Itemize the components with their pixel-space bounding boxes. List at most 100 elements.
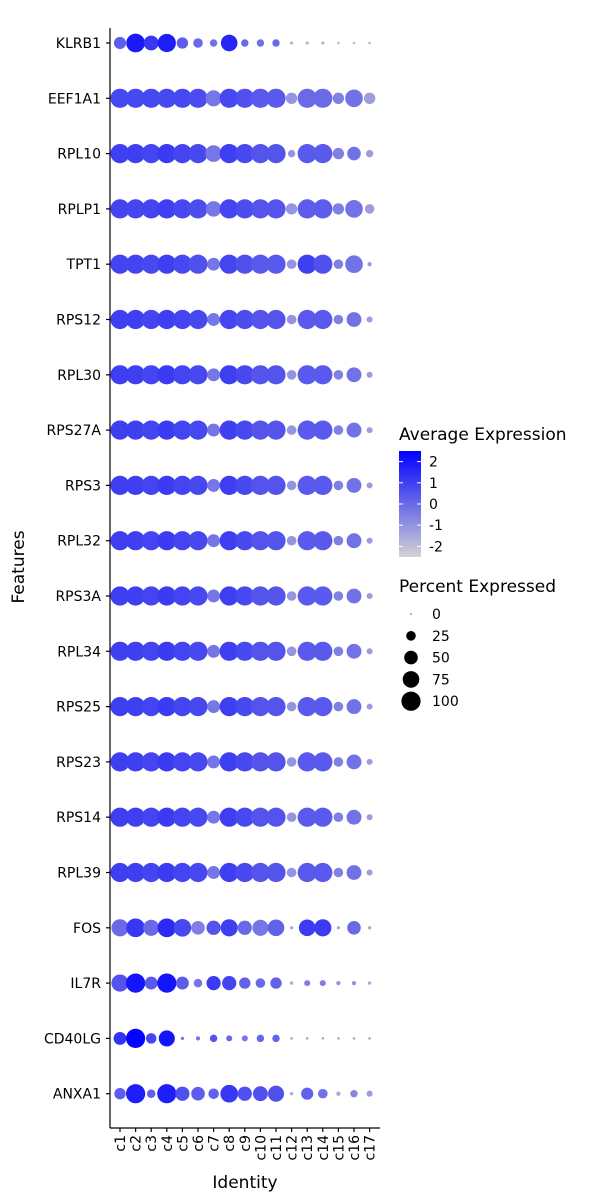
dot-RPS27A-c7 [207, 423, 221, 437]
x-tick-label-c15: c15 [331, 1135, 347, 1161]
size-legend: Percent Expressed 0 25 50 75 100 [399, 577, 556, 711]
dot-RPL30-c13 [297, 365, 317, 385]
x-tick-label-c13: c13 [300, 1135, 316, 1161]
dot-KLRB1-c13 [305, 41, 309, 45]
y-tick-label-TPT1: TPT1 [66, 257, 101, 273]
dot-RPS14-c15 [333, 812, 344, 822]
size-key-label: 25 [432, 629, 450, 645]
dot-RPS3A-c11 [266, 586, 286, 606]
dot-RPL10-c14 [313, 144, 333, 164]
dot-RPL30-c11 [266, 365, 286, 385]
dot-RPS14-c1 [110, 807, 130, 827]
dot-RPL30-c6 [188, 365, 208, 385]
size-key-dot [401, 691, 421, 711]
x-tick-label-c16: c16 [347, 1135, 363, 1161]
dot-RPL32-c7 [207, 534, 221, 548]
y-axis-title: Features [9, 530, 29, 603]
dot-RPLP1-c1 [110, 199, 130, 219]
dot-ANXA1-c15 [336, 1091, 341, 1096]
dot-CD40LG-c8 [226, 1035, 233, 1042]
dot-TPT1-c3 [141, 254, 161, 274]
dot-FOS-c16 [347, 921, 361, 935]
dot-EEF1A1-c17 [363, 92, 376, 104]
dot-RPS25-c2 [126, 697, 146, 717]
dot-RPL30-c3 [141, 365, 161, 385]
dot-RPL30-c5 [172, 365, 192, 385]
dot-CD40LG-c17 [368, 1037, 371, 1040]
dot-RPL34-c2 [126, 641, 146, 661]
dot-CD40LG-c11 [272, 1034, 280, 1043]
y-tick-label-RPLP1: RPLP1 [58, 202, 101, 218]
color-bar [399, 451, 421, 557]
dot-RPS27A-c17 [366, 427, 373, 434]
dot-RPL10-c8 [219, 144, 239, 164]
dot-TPT1-c2 [126, 254, 146, 274]
dot-RPL30-c12 [286, 370, 297, 380]
dot-RPS27A-c10 [250, 420, 270, 440]
dot-EEF1A1-c13 [297, 88, 317, 108]
dot-RPL39-c9 [235, 862, 255, 883]
dot-RPL10-c10 [250, 144, 270, 164]
dot-RPL39-c7 [207, 866, 221, 879]
dot-RPS3-c14 [313, 475, 333, 495]
dot-RPS23-c2 [126, 752, 146, 772]
dot-RPS27A-c12 [286, 425, 297, 435]
x-tick-label-c11: c11 [269, 1135, 285, 1161]
dot-RPS27A-c11 [266, 420, 286, 440]
dot-RPS12-c8 [219, 309, 239, 330]
dot-KLRB1-c17 [368, 41, 371, 45]
dot-RPLP1-c12 [285, 203, 298, 215]
dot-RPS3-c5 [172, 475, 192, 495]
color-legend-ticks: 2 1 0 -1 -2 [399, 455, 443, 555]
x-tick-label-c12: c12 [285, 1135, 301, 1161]
dot-KLRB1-c16 [352, 41, 356, 45]
x-tick-label-c7: c7 [207, 1135, 223, 1152]
dot-CD40LG-c12 [290, 1037, 293, 1040]
dot-RPS23-c13 [297, 752, 317, 772]
dot-RPL34-c15 [333, 646, 344, 657]
dot-RPL32-c13 [297, 531, 317, 551]
dot-RPLP1-c17 [364, 204, 375, 214]
dot-RPS3A-c5 [172, 586, 192, 606]
dot-CD40LG-c14 [321, 1037, 325, 1040]
dot-RPS3A-c13 [297, 586, 317, 606]
color-tick-label: -1 [429, 518, 443, 534]
dot-FOS-c6 [191, 921, 205, 935]
dot-RPL39-c10 [250, 862, 270, 883]
dot-RPS23-c10 [250, 752, 270, 772]
x-tick-label-c8: c8 [222, 1135, 238, 1152]
dot-KLRB1-c10 [256, 39, 265, 47]
dot-TPT1-c17 [367, 262, 372, 267]
size-key-dot [402, 671, 420, 688]
dot-IL7R-c15 [336, 980, 341, 986]
dot-RPL30-c9 [235, 365, 255, 385]
dot-RPL39-c16 [346, 865, 362, 880]
dot-RPL10-c3 [141, 144, 161, 164]
y-tick-label-RPS23: RPS23 [56, 755, 101, 771]
dot-RPL39-c13 [297, 862, 317, 883]
dot-EEF1A1-c16 [345, 89, 363, 108]
dot-EEF1A1-c4 [157, 88, 177, 108]
dot-KLRB1-c15 [337, 41, 340, 45]
dot-CD40LG-c9 [241, 1035, 248, 1042]
dot-EEF1A1-c7 [205, 90, 222, 107]
dot-IL7R-c7 [206, 975, 221, 991]
dot-RPS14-c7 [207, 810, 221, 824]
dot-RPLP1-c7 [205, 201, 222, 217]
color-tick-label: 1 [429, 476, 438, 492]
size-key-dot [404, 650, 418, 665]
dot-RPS12-c10 [250, 309, 270, 330]
dot-RPL39-c1 [110, 862, 130, 883]
dot-KLRB1-c7 [209, 39, 218, 47]
x-tick-label-c5: c5 [175, 1135, 191, 1152]
dot-EEF1A1-c2 [126, 88, 146, 108]
dot-KLRB1-c2 [126, 33, 145, 53]
y-tick-label-IL7R: IL7R [70, 976, 101, 992]
dot-RPS12-c15 [333, 314, 344, 325]
dot-CD40LG-c4 [158, 1030, 175, 1047]
dot-RPS3-c2 [126, 475, 146, 495]
x-tick-label-c9: c9 [238, 1135, 254, 1152]
dot-TPT1-c6 [188, 254, 208, 274]
dot-FOS-c10 [252, 919, 269, 936]
dot-RPS12-c5 [172, 309, 192, 330]
